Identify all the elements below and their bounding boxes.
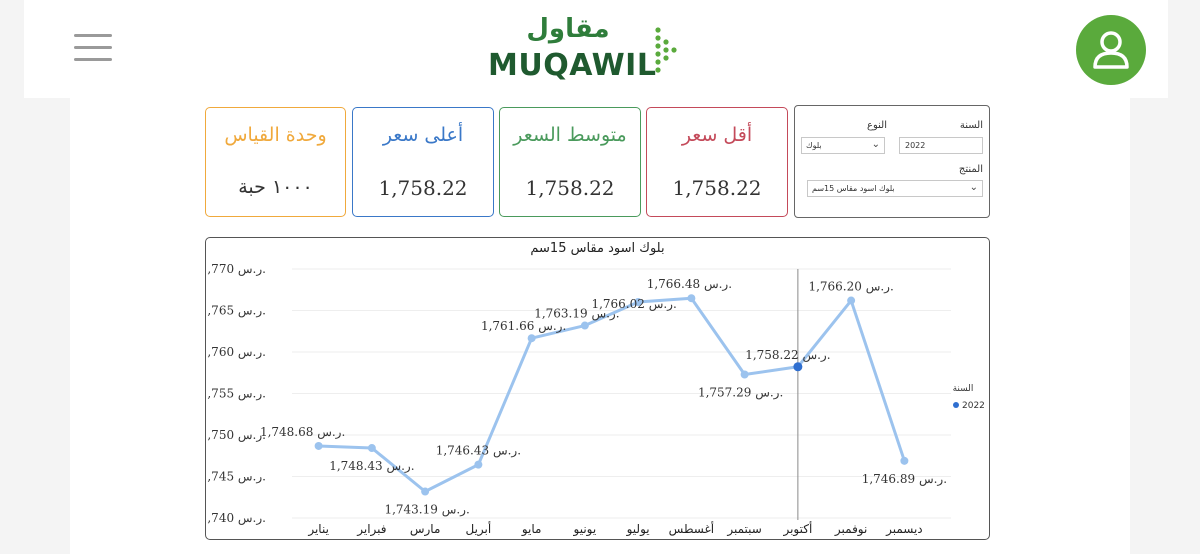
logo-arabic-text: مقاول <box>526 14 610 44</box>
max-price-card: أعلى سعر 1,758.22 <box>352 107 494 217</box>
x-tick-label: سبتمبر <box>726 522 761 537</box>
max-price-value: 1,758.22 <box>378 176 468 200</box>
min-price-value: 1,758.22 <box>672 176 762 200</box>
data-label: 1,746.89 ر.س. <box>862 472 947 486</box>
unit-card: وحدة القياس ١٠٠٠ حبة <box>205 107 346 217</box>
x-tick-label: يناير <box>307 522 329 537</box>
data-label: 1,766.02 ر.س. <box>591 297 676 311</box>
data-label: 1,757.29 ر.س. <box>698 385 783 399</box>
data-point <box>687 294 696 303</box>
data-label: 1,748.43 ر.س. <box>329 459 414 473</box>
x-tick-label: يوليو <box>626 522 650 537</box>
data-point <box>367 444 376 453</box>
dashboard-panel: وحدة القياس ١٠٠٠ حبة أعلى سعر 1,758.22 م… <box>70 98 1130 554</box>
logo-arrow-dots-icon <box>655 27 677 73</box>
app-header: مقاول MUQAWIL <box>24 0 1168 98</box>
max-price-title: أعلى سعر <box>382 124 464 146</box>
legend-item: 2022 <box>962 401 985 411</box>
year-select-value: 2022 <box>905 141 926 150</box>
y-tick-label: 1,755 ر.س. <box>206 387 266 401</box>
unit-card-title: وحدة القياس <box>224 124 327 146</box>
product-label: المنتج <box>958 164 983 175</box>
x-tick-label: ديسمبر <box>885 522 923 537</box>
y-tick-label: 1,770 ر.س. <box>206 262 266 276</box>
user-avatar[interactable] <box>1076 15 1146 85</box>
logo-english-text: MUQAWIL <box>488 48 657 83</box>
data-label: 1,758.22 ر.س. <box>745 348 830 362</box>
chart-title: بلوك اسود مقاس 15سم <box>530 241 665 256</box>
year-label: السنة <box>959 120 983 131</box>
product-select-value: بلوك اسود مقاس 15سم <box>812 184 895 193</box>
y-tick-label: 1,765 ر.س. <box>206 304 266 318</box>
data-label: 1,746.43 ر.س. <box>436 444 521 458</box>
data-point <box>847 296 856 305</box>
unit-card-value: ١٠٠٠ حبة <box>238 176 313 198</box>
series-line-2022 <box>318 296 906 494</box>
data-label: 1,743.19 ر.س. <box>384 503 469 517</box>
y-tick-label: 1,745 ر.س. <box>206 470 266 484</box>
x-tick-label: أغسطس <box>669 521 714 537</box>
x-tick-label: يونيو <box>573 522 597 537</box>
x-tick-label: مارس <box>410 522 441 537</box>
data-point <box>740 370 749 379</box>
filter-panel: السنة 2022 النوع بلوك ⌄ المنتج بلوك اسود… <box>794 105 990 218</box>
data-label: 1,763.19 ر.س. <box>534 307 619 321</box>
y-tick-label: 1,750 ر.س. <box>206 428 266 442</box>
type-select-value: بلوك <box>806 141 822 150</box>
data-label: 1,761.66 ر.س. <box>481 319 566 333</box>
user-icon <box>1093 31 1129 69</box>
year-select[interactable]: 2022 <box>899 137 983 154</box>
menu-icon[interactable] <box>74 32 112 62</box>
x-tick-label: أكتوبر <box>782 521 812 537</box>
y-tick-label: 1,760 ر.س. <box>206 345 266 359</box>
data-point <box>421 487 430 496</box>
data-point <box>634 298 643 307</box>
avg-price-value: 1,758.22 <box>525 176 615 200</box>
type-select[interactable]: بلوك ⌄ <box>801 137 885 154</box>
x-tick-label: فبراير <box>356 522 386 537</box>
x-tick-label: أبريل <box>466 521 492 537</box>
avg-price-title: متوسط السعر <box>513 124 627 146</box>
data-label: 1,748.68 ر.س. <box>260 425 345 439</box>
x-tick-label: نوفمبر <box>834 522 867 537</box>
data-point <box>527 334 536 343</box>
chart-plot: 1,740 ر.س. 1,745 ر.س. 1,750 ر.س. 1,755 ر.س.… <box>206 262 985 537</box>
data-label: 1,766.48 ر.س. <box>647 277 732 291</box>
avg-price-card: متوسط السعر 1,758.22 <box>499 107 641 217</box>
muqawil-logo[interactable]: مقاول MUQAWIL <box>486 14 686 83</box>
data-point <box>314 441 323 450</box>
data-point <box>580 321 589 330</box>
price-line-chart: بلوك اسود مقاس 15سم 1,740 ر.س. 1,745 ر.س.… <box>205 237 990 540</box>
x-tick-label: مايو <box>521 522 542 537</box>
data-point <box>793 362 803 372</box>
chevron-down-icon: ⌄ <box>969 182 978 193</box>
min-price-card: أقل سعر 1,758.22 <box>646 107 788 217</box>
data-label: 1,766.20 ر.س. <box>808 280 893 294</box>
type-label: النوع <box>867 120 887 131</box>
legend-title: السنة <box>953 384 974 394</box>
legend-marker <box>953 402 959 408</box>
chevron-down-icon: ⌄ <box>871 139 880 150</box>
y-tick-label: 1,740 ر.س. <box>206 511 266 525</box>
product-select[interactable]: بلوك اسود مقاس 15سم ⌄ <box>807 180 983 197</box>
min-price-title: أقل سعر <box>681 124 753 146</box>
data-point <box>474 460 483 469</box>
data-point <box>900 456 909 465</box>
